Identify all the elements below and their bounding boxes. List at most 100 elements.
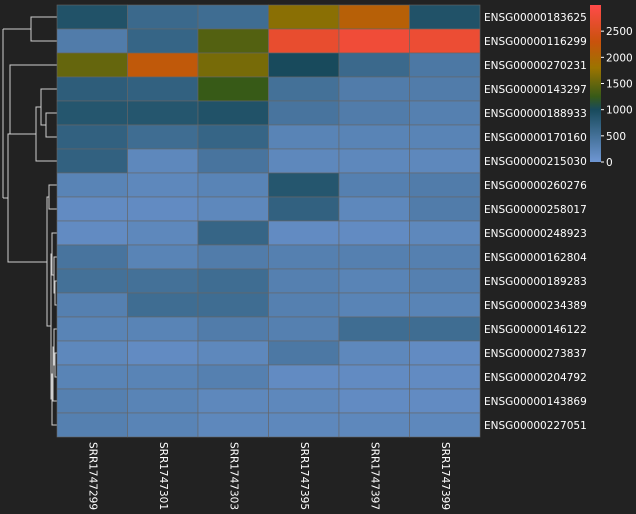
- heatmap-cell: [56, 148, 128, 174]
- heatmap-cell: [338, 196, 410, 222]
- colorbar-tick-label: 2000: [606, 52, 633, 64]
- heatmap-cell: [268, 148, 340, 174]
- heatmap-cells: [56, 4, 481, 438]
- row-label: ENSG00000234389: [484, 300, 587, 312]
- heatmap-cell: [338, 364, 410, 390]
- heatmap-cell: [338, 76, 410, 102]
- heatmap-cell: [197, 220, 269, 246]
- heatmap-cell: [56, 52, 128, 78]
- colorbar-tick-label: 0: [606, 157, 613, 169]
- heatmap-cell: [409, 100, 481, 126]
- heatmap-cell: [127, 292, 199, 318]
- heatmap-cell: [409, 316, 481, 342]
- column-label: SRR1747299: [86, 442, 98, 510]
- heatmap-cell: [127, 28, 199, 54]
- heatmap-cell: [56, 28, 128, 54]
- heatmap-cell: [127, 172, 199, 198]
- heatmap-cell: [409, 340, 481, 366]
- heatmap-cell: [56, 100, 128, 126]
- heatmap-cell: [268, 172, 340, 198]
- row-label: ENSG00000248923: [484, 228, 587, 240]
- row-label: ENSG00000162804: [484, 252, 587, 264]
- heatmap-cell: [127, 4, 199, 30]
- heatmap-cell: [56, 340, 128, 366]
- colorbar-tick-label: 1000: [606, 105, 633, 117]
- heatmap-cell: [127, 148, 199, 174]
- heatmap-cell: [56, 172, 128, 198]
- heatmap-cell: [127, 52, 199, 78]
- row-dendrogram: [2, 16, 57, 426]
- heatmap-cell: [127, 76, 199, 102]
- column-label: SRR1747301: [157, 442, 169, 510]
- heatmap-cell: [338, 340, 410, 366]
- row-label: ENSG00000170160: [484, 132, 587, 144]
- column-label: SRR1747303: [227, 442, 239, 510]
- heatmap-cell: [56, 76, 128, 102]
- heatmap-cell: [127, 340, 199, 366]
- heatmap-cell: [197, 340, 269, 366]
- heatmap-cell: [127, 364, 199, 390]
- heatmap-cell: [127, 412, 199, 438]
- heatmap-cell: [197, 100, 269, 126]
- heatmap-cell: [338, 100, 410, 126]
- colorbar-tick-label: 2500: [606, 26, 633, 38]
- column-label: SRR1747399: [439, 442, 451, 510]
- row-label: ENSG00000273837: [484, 348, 587, 360]
- heatmap-cell: [56, 412, 128, 438]
- row-label: ENSG00000143297: [484, 84, 587, 96]
- heatmap-cell: [268, 76, 340, 102]
- heatmap-cell: [197, 4, 269, 30]
- heatmap-cell: [56, 124, 128, 150]
- heatmap-cell: [197, 52, 269, 78]
- heatmap-cell: [268, 124, 340, 150]
- heatmap-cell: [56, 220, 128, 246]
- heatmap-cell: [268, 244, 340, 270]
- row-label: ENSG00000183625: [484, 12, 587, 24]
- heatmap-cell: [338, 28, 410, 54]
- heatmap-cell: [56, 4, 128, 30]
- heatmap-cell: [197, 76, 269, 102]
- heatmap-cell: [127, 316, 199, 342]
- heatmap-cell: [409, 76, 481, 102]
- dendrogram-branch: [48, 184, 57, 210]
- heatmap-cell: [409, 148, 481, 174]
- heatmap-cell: [56, 244, 128, 270]
- heatmap-cell: [409, 388, 481, 414]
- heatmap-cell: [409, 268, 481, 294]
- heatmap-cell: [338, 220, 410, 246]
- heatmap-cell: [268, 4, 340, 30]
- heatmap-cell: [409, 52, 481, 78]
- heatmap-cell: [338, 388, 410, 414]
- heatmap-cell: [338, 4, 410, 30]
- colorbar-tick-label: 500: [606, 131, 626, 143]
- heatmap-cell: [338, 268, 410, 294]
- heatmap-cell: [268, 220, 340, 246]
- heatmap-cell: [338, 52, 410, 78]
- heatmap-cell: [197, 148, 269, 174]
- heatmap-cell: [268, 28, 340, 54]
- heatmap-cell: [338, 148, 410, 174]
- dendrogram-branch: [7, 133, 10, 263]
- row-label: ENSG00000189283: [484, 276, 587, 288]
- heatmap-cell: [409, 172, 481, 198]
- heatmap-cell: [127, 124, 199, 150]
- heatmap-cell: [268, 196, 340, 222]
- heatmap-cell: [56, 316, 128, 342]
- heatmap-cell: [197, 244, 269, 270]
- column-labels: SRR1747299 SRR1747301 SRR1747303 SRR1747395…: [86, 442, 451, 510]
- row-label: ENSG00000116299: [484, 36, 587, 48]
- column-label: SRR1747397: [368, 442, 380, 510]
- dendrogram-branch: [46, 196, 51, 327]
- heatmap-cell: [197, 196, 269, 222]
- heatmap-cell: [409, 196, 481, 222]
- heatmap-cell: [268, 100, 340, 126]
- heatmap-cell: [197, 364, 269, 390]
- heatmap-cell: [338, 124, 410, 150]
- dendrogram-branch: [40, 88, 57, 126]
- heatmap-cell: [127, 388, 199, 414]
- heatmap-cell: [409, 244, 481, 270]
- row-label: ENSG00000188933: [484, 108, 587, 120]
- heatmap-cell: [409, 220, 481, 246]
- heatmap-cell: [197, 412, 269, 438]
- heatmap-cell: [338, 412, 410, 438]
